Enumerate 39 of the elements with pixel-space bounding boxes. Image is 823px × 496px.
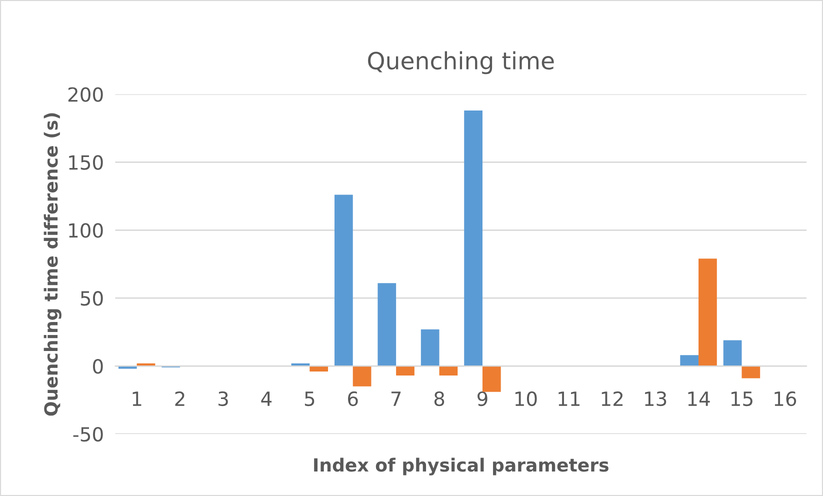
bar: [698, 258, 717, 366]
y-tick-label: 150: [69, 155, 103, 170]
bar: [378, 283, 396, 366]
bar: [680, 355, 699, 366]
x-tick-label: 15: [731, 392, 752, 406]
x-tick-label: 2: [175, 391, 184, 406]
x-tick-label: 13: [645, 391, 666, 406]
x-tick-label: 5: [304, 392, 314, 406]
x-axis-title: Index of physical parameters: [314, 458, 608, 476]
x-tick-label: 1: [132, 392, 142, 406]
x-tick-label: 12: [602, 391, 623, 406]
x-tick-label: 6: [348, 391, 358, 406]
y-tick-label: -50: [73, 426, 103, 442]
x-tick-label: 3: [218, 391, 228, 406]
bar: [439, 366, 458, 376]
x-tick-label: 7: [391, 392, 401, 406]
y-tick-label: 100: [69, 223, 103, 238]
x-tick-label: 11: [558, 392, 580, 406]
bar: [420, 329, 440, 366]
bar: [310, 366, 328, 372]
chart-title: Quenching time: [368, 51, 554, 74]
y-tick-label: 200: [68, 87, 103, 102]
y-tick-label: 0: [93, 359, 103, 374]
x-tick-label: 14: [688, 392, 710, 406]
x-tick-label: 16: [774, 391, 796, 406]
y-tick-label: 50: [80, 291, 103, 306]
bar: [482, 366, 501, 392]
x-tick-label: 8: [434, 391, 444, 406]
bar: [352, 366, 372, 386]
bar: [118, 366, 137, 369]
bar: [723, 340, 742, 366]
x-tick-label: 9: [478, 391, 488, 406]
bar: [464, 110, 482, 366]
y-axis-title: Quenching time difference (s): [44, 113, 62, 416]
bar: [742, 366, 760, 378]
x-tick-label: 4: [261, 392, 272, 406]
bar: [334, 194, 353, 366]
x-tick-label: 10: [515, 391, 537, 406]
bar: [396, 366, 414, 376]
